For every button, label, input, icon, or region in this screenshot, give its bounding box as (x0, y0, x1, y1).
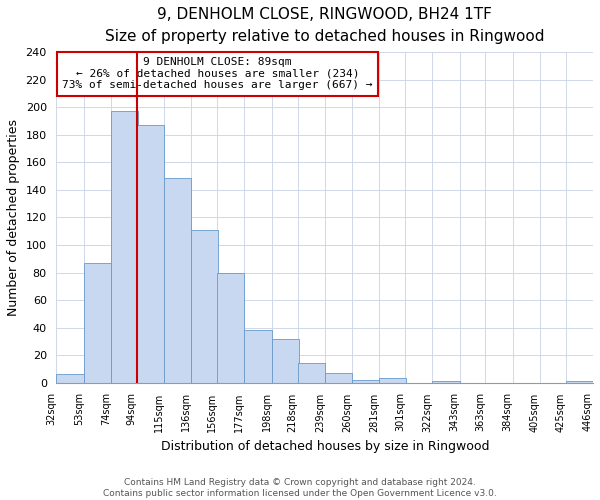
Bar (272, 338, 299, 382)
Y-axis label: Number of detached properties: Number of detached properties (7, 119, 20, 316)
Bar (137, 125, 164, 382)
Bar (111, 112, 138, 382)
Bar (217, 272, 244, 382)
Bar (325, 373, 352, 382)
Bar (352, 380, 379, 382)
Bar (379, 378, 406, 382)
Bar (56, 374, 83, 382)
Bar (244, 330, 272, 382)
Bar (433, 381, 460, 382)
Text: Contains HM Land Registry data © Crown copyright and database right 2024.
Contai: Contains HM Land Registry data © Crown c… (103, 478, 497, 498)
Text: 9 DENHOLM CLOSE: 89sqm
← 26% of detached houses are smaller (234)
73% of semi-de: 9 DENHOLM CLOSE: 89sqm ← 26% of detached… (62, 57, 373, 90)
X-axis label: Distribution of detached houses by size in Ringwood: Distribution of detached houses by size … (161, 440, 489, 453)
Bar (83, 263, 111, 382)
Bar (566, 381, 593, 382)
Bar (298, 364, 325, 382)
Bar (164, 178, 191, 382)
Title: 9, DENHOLM CLOSE, RINGWOOD, BH24 1TF
Size of property relative to detached house: 9, DENHOLM CLOSE, RINGWOOD, BH24 1TF Siz… (105, 7, 545, 44)
Bar (191, 230, 218, 382)
